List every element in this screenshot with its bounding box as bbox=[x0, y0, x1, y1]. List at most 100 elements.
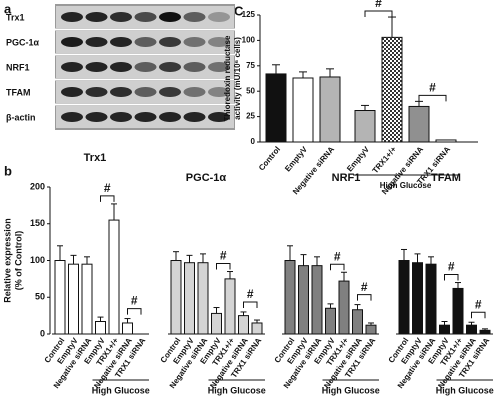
y-tick-label: 50 bbox=[35, 292, 45, 302]
group-label: High Glucose bbox=[436, 385, 494, 395]
significance-mark: # bbox=[475, 297, 482, 311]
bar bbox=[439, 324, 450, 335]
band bbox=[85, 87, 108, 97]
bar bbox=[122, 322, 133, 335]
bar bbox=[354, 110, 376, 143]
y-axis-label: Relative expression bbox=[2, 218, 12, 303]
y-axis-label: (% of Control) bbox=[13, 231, 23, 290]
bar bbox=[184, 262, 195, 335]
significance-bracket bbox=[100, 195, 115, 202]
bar bbox=[479, 329, 491, 335]
bar bbox=[435, 139, 457, 143]
blot-label: PGC-1α bbox=[6, 37, 40, 47]
y-axis-label: activity (mU/10⁶ cells) bbox=[233, 37, 242, 120]
significance-mark: # bbox=[429, 81, 436, 95]
group-label: High Glucose bbox=[92, 385, 150, 395]
bar bbox=[211, 312, 222, 335]
band bbox=[85, 62, 108, 72]
significance-mark: # bbox=[375, 0, 382, 10]
significance-bracket bbox=[127, 308, 142, 315]
band bbox=[110, 62, 132, 72]
y-tick-label: 75 bbox=[246, 61, 255, 70]
x-tick-label: TRX1+/+ bbox=[371, 145, 399, 176]
significance-mark: # bbox=[131, 294, 138, 308]
blot-label: Trx1 bbox=[6, 12, 25, 22]
band bbox=[61, 87, 83, 97]
group-label: High Glucose bbox=[208, 385, 266, 395]
band bbox=[110, 112, 132, 122]
band bbox=[110, 87, 132, 97]
band bbox=[208, 37, 230, 47]
x-tick-label: EmptyV bbox=[345, 144, 371, 173]
band bbox=[61, 62, 83, 72]
band bbox=[61, 12, 83, 22]
x-tick-label: EmptyV bbox=[283, 144, 309, 173]
significance-bracket bbox=[471, 311, 486, 319]
bar bbox=[197, 262, 209, 335]
panel-letter: b bbox=[4, 163, 12, 178]
bar bbox=[408, 105, 430, 143]
band bbox=[183, 12, 206, 22]
panel-letter: a bbox=[4, 1, 12, 16]
bar bbox=[319, 76, 341, 143]
bar bbox=[311, 265, 323, 335]
group-title: TFAM bbox=[431, 172, 461, 184]
bar bbox=[170, 260, 182, 335]
x-tick-label: Control bbox=[257, 145, 282, 173]
band bbox=[183, 112, 206, 122]
band bbox=[85, 112, 108, 122]
bar bbox=[108, 219, 120, 335]
y-tick-label: 0 bbox=[40, 328, 45, 338]
band bbox=[134, 112, 157, 122]
significance-bracket bbox=[243, 301, 258, 308]
y-tick-label: 100 bbox=[242, 36, 256, 45]
significance-mark: # bbox=[220, 249, 227, 263]
y-tick-label: 100 bbox=[30, 255, 45, 265]
band bbox=[61, 112, 83, 122]
bar bbox=[452, 287, 464, 335]
band bbox=[110, 37, 132, 47]
bar bbox=[412, 262, 423, 335]
y-tick-label: 25 bbox=[246, 112, 255, 121]
band bbox=[159, 37, 181, 47]
band bbox=[208, 112, 230, 122]
bar bbox=[251, 322, 263, 335]
significance-bracket bbox=[364, 10, 393, 18]
band bbox=[208, 12, 230, 22]
blot-label: β-actin bbox=[6, 112, 36, 122]
group-title: NRF1 bbox=[332, 172, 361, 184]
bar bbox=[265, 73, 287, 143]
bar bbox=[398, 260, 410, 335]
bar bbox=[284, 260, 296, 335]
significance-bracket bbox=[216, 263, 231, 270]
band bbox=[61, 37, 83, 47]
blot-label: TFAM bbox=[6, 87, 31, 97]
band bbox=[134, 37, 157, 47]
significance-mark: # bbox=[334, 249, 341, 263]
bar bbox=[95, 321, 106, 335]
y-tick-label: 200 bbox=[30, 181, 45, 191]
bar bbox=[81, 263, 93, 335]
bar bbox=[54, 260, 66, 335]
band bbox=[85, 37, 108, 47]
group-title: Trx1 bbox=[84, 152, 107, 164]
bar bbox=[466, 324, 477, 335]
bar bbox=[338, 280, 350, 335]
group-title: PGC-1α bbox=[186, 172, 227, 184]
y-tick-label: 50 bbox=[246, 86, 255, 95]
bar bbox=[68, 263, 79, 335]
band bbox=[110, 12, 132, 22]
significance-bracket bbox=[418, 94, 447, 102]
panel-letter: C bbox=[234, 3, 244, 18]
bar bbox=[292, 77, 314, 143]
significance-mark: # bbox=[104, 181, 111, 195]
band bbox=[208, 87, 230, 97]
y-tick-label: 150 bbox=[30, 218, 45, 228]
band bbox=[134, 62, 157, 72]
bar bbox=[352, 309, 363, 335]
band bbox=[159, 87, 181, 97]
significance-bracket bbox=[444, 274, 459, 281]
bar bbox=[238, 315, 249, 335]
group-label: High Glucose bbox=[322, 385, 380, 395]
